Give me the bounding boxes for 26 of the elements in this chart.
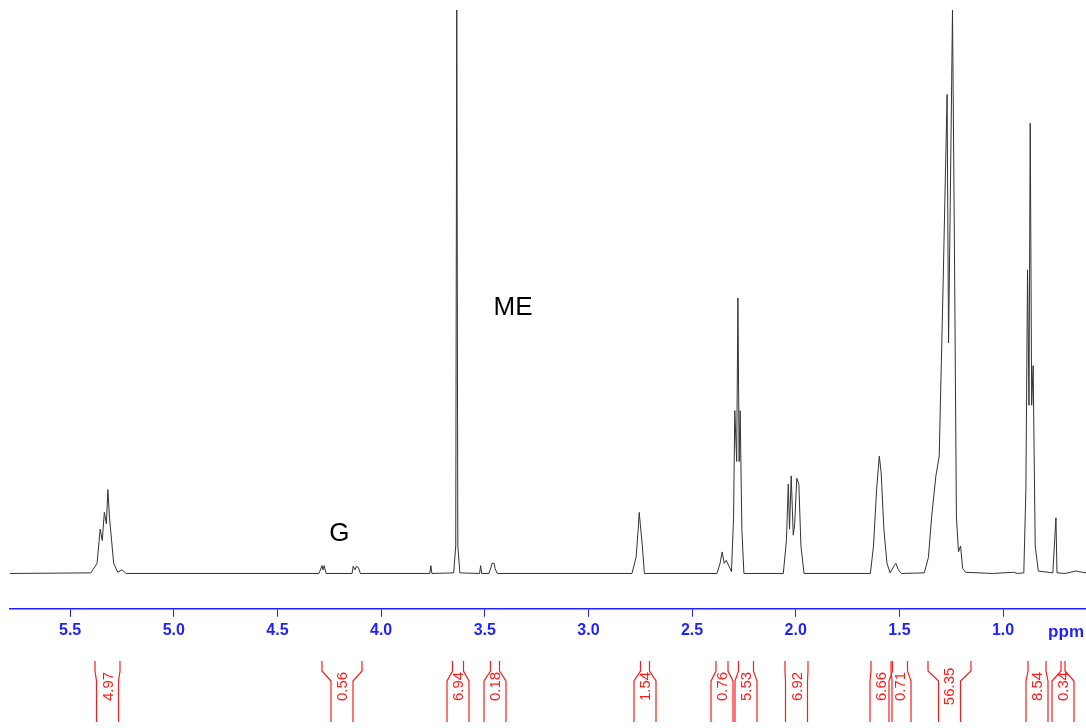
text: 4.97: [98, 671, 116, 701]
x-tick-label: 5.0: [162, 620, 185, 638]
text: 0.76: [713, 671, 731, 701]
text: 1.54: [636, 671, 654, 701]
annotation: ME: [493, 291, 533, 322]
text: 0.34: [1054, 671, 1072, 701]
text: 6.66: [872, 671, 890, 701]
text: 6.94: [449, 671, 467, 701]
x-tick-label: 1.5: [888, 620, 911, 638]
x-tick-label: 2.0: [784, 620, 807, 638]
text: 0.56: [333, 671, 351, 701]
x-tick-label: 1.0: [991, 620, 1015, 638]
annotation: G: [329, 517, 350, 548]
x-tick-label: 3.5: [473, 620, 496, 638]
text: 0.18: [486, 671, 504, 701]
text: 56.35: [940, 667, 958, 706]
text: 5.53: [737, 671, 755, 701]
x-tick-label: 2.5: [680, 620, 704, 638]
x-axis-title: ppm: [1048, 622, 1084, 642]
x-tick-label: 5.5: [59, 620, 82, 638]
text: 0.71: [891, 671, 909, 701]
text: 8.54: [1027, 671, 1045, 701]
x-tick-label: 3.0: [577, 620, 600, 638]
text: 6.92: [788, 671, 806, 701]
x-tick-label: 4.0: [369, 620, 393, 638]
x-tick-label: 4.5: [266, 620, 289, 638]
